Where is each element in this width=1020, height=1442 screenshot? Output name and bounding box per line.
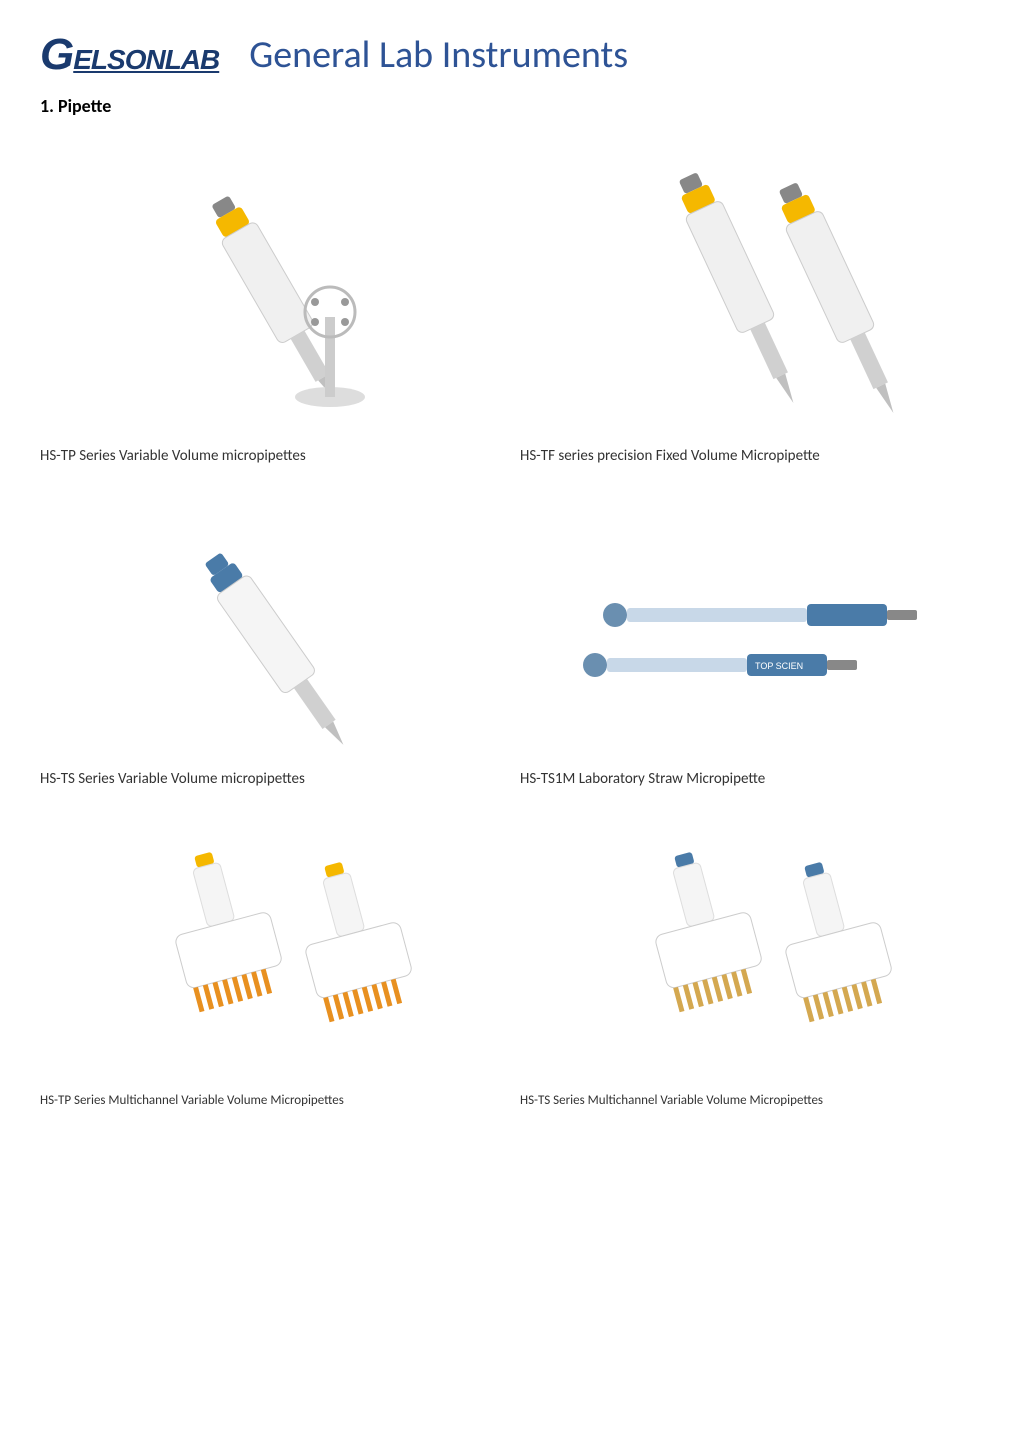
product-label: HS-TP Series Multichannel Variable Volum… [40, 1093, 500, 1108]
product-row [40, 833, 980, 1083]
pipette-icon: TOP SCIEN [520, 510, 980, 760]
product-row: HS-TP Series Variable Volume micropipett… [40, 137, 980, 500]
product-image [520, 833, 980, 1083]
pipette-icon [40, 137, 500, 437]
product-image [40, 833, 500, 1083]
brand-logo: GELSONLAB [40, 30, 219, 80]
page-header: GELSONLAB General Lab Instruments [40, 30, 980, 80]
page-title: General Lab Instruments [249, 32, 628, 78]
footer-labels: HS-TP Series Multichannel Variable Volum… [40, 1093, 980, 1108]
product-cell: HS-TF series precision Fixed Volume Micr… [520, 137, 980, 500]
product-image [40, 137, 500, 437]
product-image: TOP SCIEN [520, 510, 980, 760]
product-grid: HS-TP Series Variable Volume micropipett… [40, 137, 980, 1108]
product-cell: HS-TS Series Variable Volume micropipett… [40, 510, 500, 823]
section-heading: 1. Pipette [40, 95, 980, 117]
product-row: HS-TS Series Variable Volume micropipett… [40, 510, 980, 823]
logo-text: ELSONLAB [73, 44, 219, 76]
pipette-icon [40, 833, 500, 1083]
product-image [520, 137, 980, 437]
section-number: 1. [40, 95, 54, 117]
section-title: Pipette [58, 95, 111, 117]
product-cell [40, 833, 500, 1083]
product-cell: TOP SCIEN HS-TS1M Laboratory Straw Micro… [520, 510, 980, 823]
product-cell: HS-TP Series Variable Volume micropipett… [40, 137, 500, 500]
product-image [40, 510, 500, 760]
svg-text:TOP SCIEN: TOP SCIEN [755, 661, 803, 671]
product-label: HS-TF series precision Fixed Volume Micr… [520, 447, 980, 465]
pipette-icon [520, 137, 980, 437]
pipette-icon [520, 833, 980, 1083]
product-label: HS-TS Series Variable Volume micropipett… [40, 770, 500, 788]
product-label: HS-TS Series Multichannel Variable Volum… [520, 1093, 980, 1108]
pipette-icon [40, 510, 500, 760]
product-cell [520, 833, 980, 1083]
product-label: HS-TS1M Laboratory Straw Micropipette [520, 770, 980, 788]
product-label: HS-TP Series Variable Volume micropipett… [40, 447, 500, 465]
logo-first-char: G [40, 30, 73, 80]
